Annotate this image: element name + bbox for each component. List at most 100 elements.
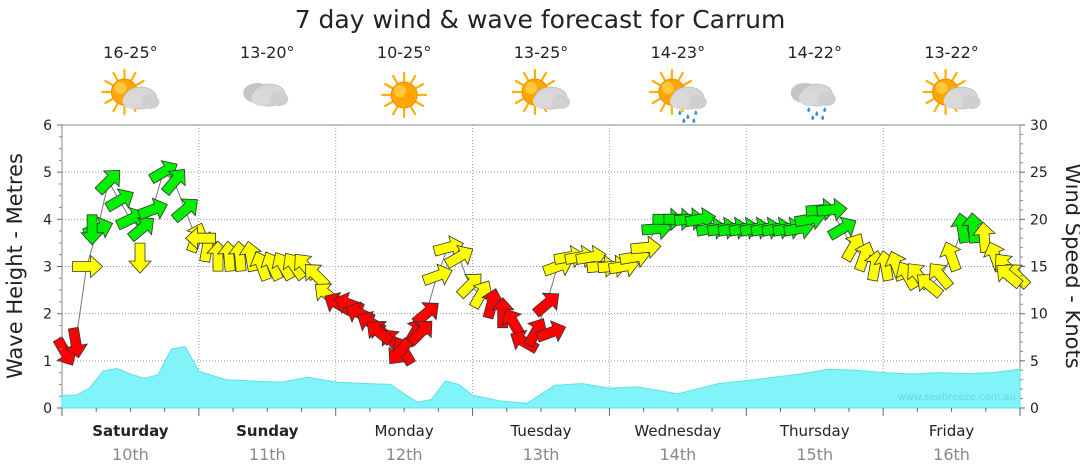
wind-arrow — [432, 235, 464, 259]
wind-arrow — [468, 280, 493, 310]
wind-arrow-shape — [304, 264, 331, 290]
sun-ray — [933, 71, 940, 81]
cloud-rain-icon — [790, 83, 836, 120]
sun-ray — [933, 103, 940, 113]
day-name: Wednesday — [634, 422, 721, 440]
day-temp: 13-22° — [924, 43, 979, 62]
sun-cloud-icon — [511, 68, 570, 116]
wind-arrow-shape — [406, 320, 433, 347]
cloud-puff — [669, 93, 690, 109]
wind-arrow — [304, 264, 331, 290]
wind-arrow-shape — [170, 198, 198, 224]
cloud-puff — [270, 92, 289, 106]
wind-arrow-shape — [72, 254, 104, 279]
wind-arrow-shape — [432, 235, 464, 259]
wind-arrow-shape — [531, 292, 560, 318]
right-axis-label: Wind Speed - Knots — [1061, 163, 1080, 368]
right-tick-label: 30 — [1030, 118, 1048, 134]
wind-arrow — [490, 297, 515, 329]
sun-highlight — [661, 82, 674, 94]
wind-arrow-shape — [939, 241, 962, 273]
sun-ray — [540, 71, 548, 81]
sun-ray — [383, 82, 394, 90]
wind-arrow — [531, 292, 560, 318]
wind-arrow — [388, 336, 414, 365]
sun-ray — [651, 97, 661, 105]
left-tick-label: 3 — [43, 260, 52, 276]
cloud-icon — [243, 83, 289, 107]
wind-arrow — [64, 326, 89, 359]
wind-arrow — [80, 214, 105, 246]
sun-ray — [415, 100, 425, 108]
wind-arrow — [816, 197, 848, 222]
wind-arrow — [185, 226, 217, 251]
sun-ray — [522, 71, 530, 81]
wind-arrow — [455, 273, 482, 300]
wind-arrow-shape — [468, 280, 493, 310]
wind-arrow-shape — [481, 288, 505, 320]
chart-title: 7 day wind & wave forecast for Carrum — [295, 5, 786, 34]
rain-drop — [807, 107, 811, 112]
sun-ray — [677, 71, 684, 81]
day-date: 12th — [386, 445, 423, 464]
sun-ray — [112, 103, 119, 113]
wind-arrow — [126, 217, 155, 243]
left-tick-label: 4 — [43, 212, 52, 228]
sun-ray — [522, 103, 530, 113]
wind-arrow-shape — [64, 326, 89, 359]
day-name: Monday — [375, 422, 434, 440]
wind-arrow — [170, 198, 198, 224]
wind-arrow-shape — [535, 320, 567, 343]
right-axis: 0 5 10 15 20 25 30 — [1020, 118, 1048, 417]
cloud-puff — [798, 90, 819, 106]
wind-arrow — [481, 288, 505, 320]
sun-ray — [392, 106, 399, 116]
wind-arrow — [929, 263, 954, 291]
sun-ray — [112, 71, 119, 81]
cloud-puff — [251, 90, 272, 106]
rain-drop — [678, 110, 682, 115]
wind-arrow — [535, 320, 567, 343]
rain-drop — [811, 115, 815, 120]
wind-arrow — [94, 169, 121, 196]
day-date: 11th — [249, 445, 286, 464]
rain-drop — [815, 111, 819, 116]
cloud-puff — [688, 95, 707, 109]
wind-arrow — [128, 242, 152, 274]
wind-arrow-shape — [388, 336, 414, 365]
wind-arrow-shape — [128, 242, 152, 274]
sun-ray — [651, 79, 661, 87]
watermark: www.seabreeze.com.au — [898, 392, 1016, 403]
day-headers: 16-25° 13-20° 10-25° 13-25° 14-23° 14-22° 13-2… — [101, 43, 981, 123]
sun-ray — [410, 74, 417, 84]
cloud-puff — [122, 93, 143, 109]
day-name: Sunday — [236, 422, 299, 440]
left-tick-label: 2 — [43, 307, 52, 323]
sun-ray — [383, 100, 394, 108]
left-tick-label: 6 — [43, 118, 52, 134]
sun-ray — [514, 97, 524, 105]
rain-drop — [692, 118, 696, 123]
rain-drop — [682, 118, 686, 123]
wind-arrow — [366, 321, 395, 346]
day-date: 13th — [523, 445, 560, 464]
sun-highlight — [114, 82, 127, 94]
right-tick-label: 15 — [1030, 260, 1048, 276]
right-tick-label: 10 — [1030, 307, 1048, 323]
sun-icon — [381, 71, 428, 119]
wind-trend-line — [64, 171, 1018, 353]
day-name: Saturday — [92, 422, 169, 440]
wind-arrow — [136, 197, 168, 220]
left-tick-label: 5 — [43, 165, 52, 181]
sun-ray — [130, 71, 137, 81]
cloud-puff — [552, 95, 570, 109]
sun-highlight — [935, 82, 948, 94]
day-name: Thursday — [779, 422, 850, 440]
wind-arrow — [630, 235, 662, 260]
wind-arrow-shape — [160, 168, 186, 197]
wind-arrow-shape — [841, 233, 866, 263]
left-tick-label: 1 — [43, 354, 52, 370]
rain-drop — [694, 110, 698, 115]
sun-cloud-rain-icon — [648, 68, 707, 123]
wind-arrow-shape — [996, 264, 1024, 290]
